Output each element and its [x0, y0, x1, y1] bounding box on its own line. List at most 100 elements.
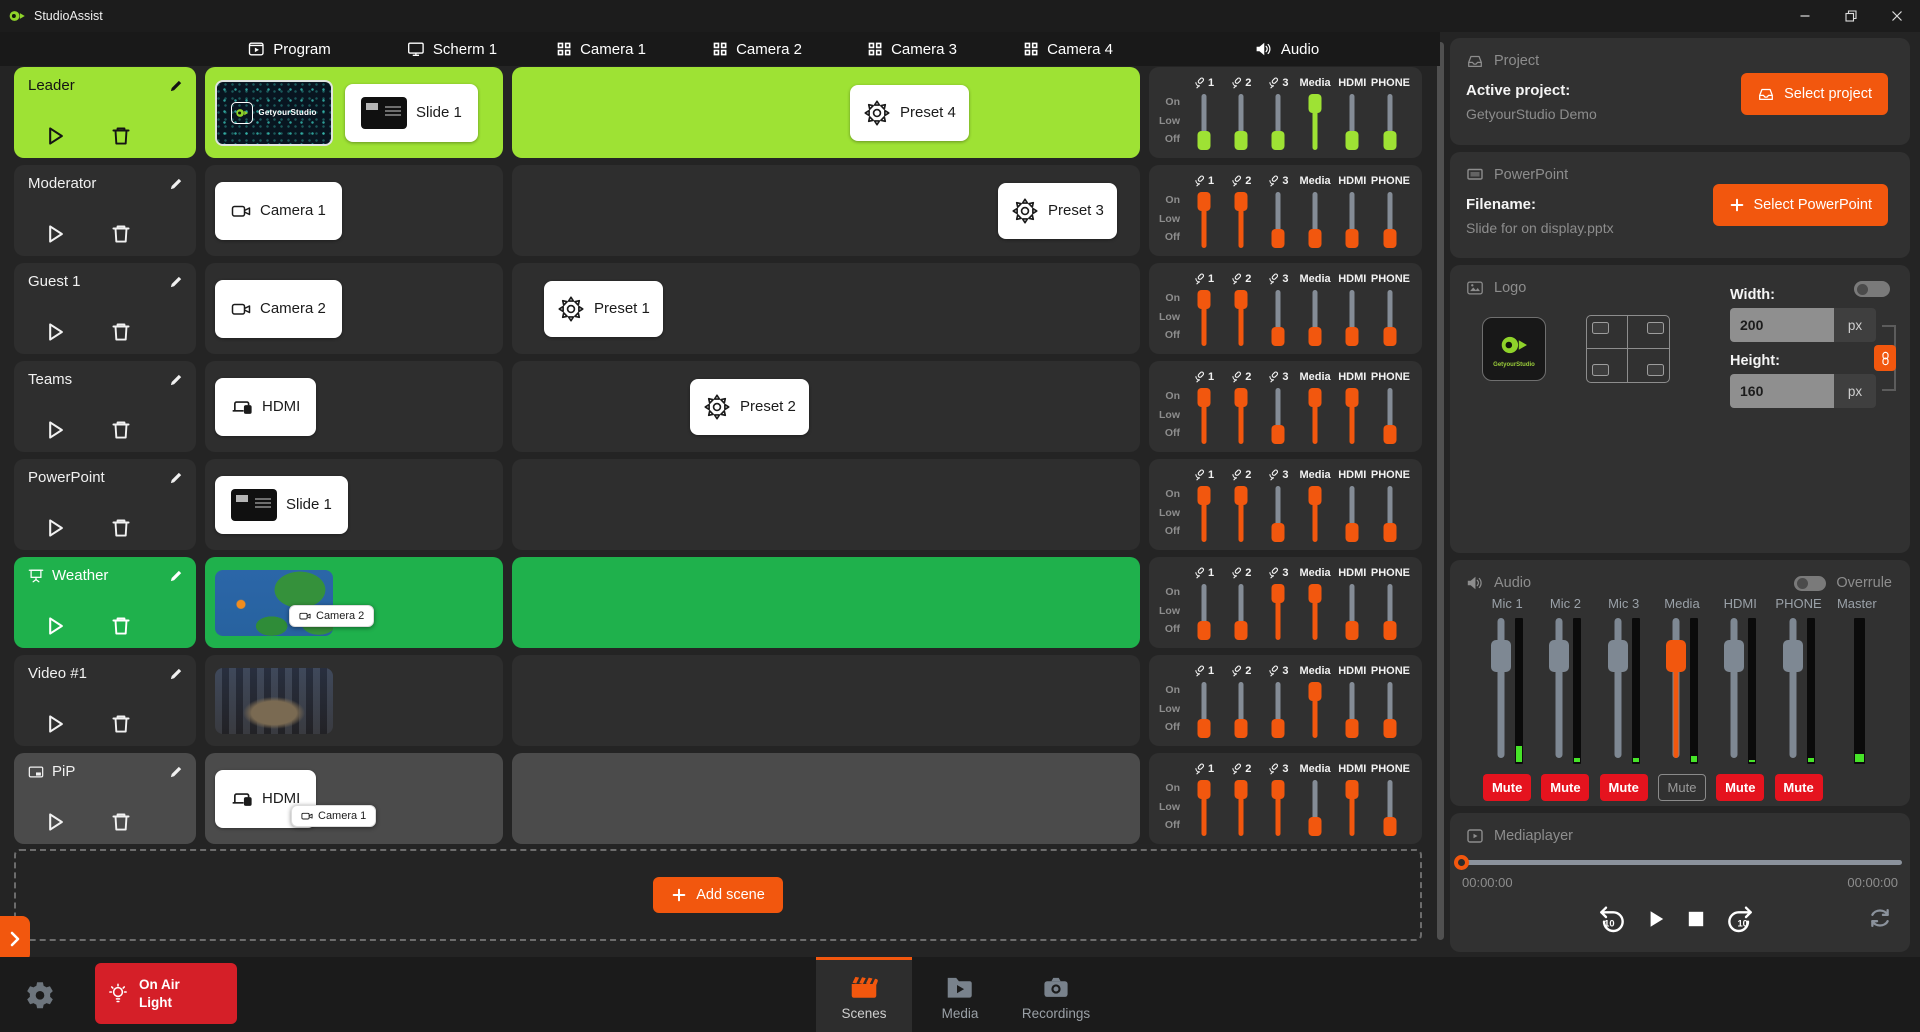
mini-fader-media[interactable]	[1308, 486, 1322, 542]
slide-card[interactable]: Slide 1	[215, 475, 348, 534]
close-button[interactable]	[1874, 0, 1920, 32]
preset-card[interactable]: Preset 1	[544, 280, 663, 337]
edit-icon[interactable]	[169, 568, 184, 583]
mini-fader-mic1[interactable]	[1197, 388, 1211, 444]
expand-panel-tab[interactable]	[0, 916, 30, 962]
play-scene-button[interactable]	[44, 125, 66, 147]
mini-fader-mic3[interactable]	[1271, 780, 1285, 836]
edit-icon[interactable]	[169, 764, 184, 779]
delete-scene-button[interactable]	[110, 223, 132, 245]
tab-scenes[interactable]: Scenes	[816, 957, 912, 1032]
select-powerpoint-button[interactable]: Select PowerPoint	[1712, 184, 1888, 226]
hdmi-card[interactable]: HDMI	[215, 377, 317, 436]
preset-card[interactable]: Preset 2	[690, 378, 809, 435]
mini-fader-phone[interactable]	[1383, 192, 1397, 248]
play-scene-button[interactable]	[44, 321, 66, 343]
mini-fader-hdmi[interactable]	[1345, 682, 1359, 738]
logo-position-picker[interactable]	[1586, 315, 1670, 383]
mini-fader-media[interactable]	[1308, 388, 1322, 444]
play-button[interactable]	[1644, 907, 1668, 931]
delete-scene-button[interactable]	[110, 615, 132, 637]
edit-icon[interactable]	[169, 274, 184, 289]
loop-button[interactable]	[1866, 905, 1894, 931]
forward-10-button[interactable]	[1724, 903, 1756, 935]
mini-fader-mic3[interactable]	[1271, 388, 1285, 444]
mini-fader-mic3[interactable]	[1271, 584, 1285, 640]
edit-icon[interactable]	[169, 176, 184, 191]
tab-scherm-1[interactable]: Scherm 1	[407, 32, 497, 66]
mini-fader-mic2[interactable]	[1234, 290, 1248, 346]
mini-fader-phone[interactable]	[1383, 388, 1397, 444]
mini-fader-mic1[interactable]	[1197, 584, 1211, 640]
mini-fader-mic1[interactable]	[1197, 94, 1211, 150]
play-scene-button[interactable]	[44, 811, 66, 833]
edit-icon[interactable]	[169, 666, 184, 681]
play-scene-button[interactable]	[44, 615, 66, 637]
mini-fader-mic2[interactable]	[1234, 94, 1248, 150]
tab-recordings[interactable]: Recordings	[1008, 957, 1104, 1032]
delete-scene-button[interactable]	[110, 419, 132, 441]
mini-fader-hdmi[interactable]	[1345, 290, 1359, 346]
mini-fader-media[interactable]	[1308, 290, 1322, 346]
tab-camera-1[interactable]: Camera 1	[556, 32, 646, 66]
mini-fader-phone[interactable]	[1383, 290, 1397, 346]
camera-card[interactable]: Camera 1	[215, 181, 342, 240]
mini-fader-phone[interactable]	[1383, 94, 1397, 150]
stop-button[interactable]	[1684, 907, 1708, 931]
aspect-link-button[interactable]	[1874, 345, 1896, 371]
mini-fader-phone[interactable]	[1383, 780, 1397, 836]
mini-fader-mic1[interactable]	[1197, 780, 1211, 836]
mini-fader-mic2[interactable]	[1234, 486, 1248, 542]
mini-fader-hdmi[interactable]	[1345, 584, 1359, 640]
mini-fader-media[interactable]	[1308, 682, 1322, 738]
delete-scene-button[interactable]	[110, 713, 132, 735]
mute-button[interactable]: Mute	[1599, 774, 1648, 801]
mini-fader-phone[interactable]	[1383, 486, 1397, 542]
mini-fader-mic1[interactable]	[1197, 486, 1211, 542]
logo-thumbnail[interactable]: GetyourStudio	[1482, 317, 1546, 381]
mini-fader-hdmi[interactable]	[1345, 192, 1359, 248]
delete-scene-button[interactable]	[110, 811, 132, 833]
scene-label-card[interactable]: PiP	[14, 753, 196, 844]
mini-fader-mic2[interactable]	[1234, 192, 1248, 248]
edit-icon[interactable]	[169, 372, 184, 387]
mixer-fader[interactable]	[1491, 618, 1512, 764]
mini-fader-media[interactable]	[1308, 192, 1322, 248]
slide-card[interactable]: Slide 1	[345, 83, 478, 142]
preset-card[interactable]: Preset 3	[998, 182, 1117, 239]
mini-fader-mic3[interactable]	[1271, 192, 1285, 248]
mini-fader-phone[interactable]	[1383, 584, 1397, 640]
position-bottom-right[interactable]	[1628, 349, 1669, 382]
tab-program[interactable]: Program	[247, 32, 331, 66]
play-scene-button[interactable]	[44, 223, 66, 245]
seek-bar[interactable]	[1454, 855, 1902, 870]
play-scene-button[interactable]	[44, 517, 66, 539]
preset-card[interactable]: Preset 4	[850, 84, 969, 141]
mini-fader-media[interactable]	[1308, 94, 1322, 150]
on-air-light-button[interactable]: On Air Light	[95, 963, 237, 1024]
tab-camera-4[interactable]: Camera 4	[1023, 32, 1113, 66]
scene-label-card[interactable]: Leader	[14, 67, 196, 158]
mini-fader-media[interactable]	[1308, 584, 1322, 640]
select-project-button[interactable]: Select project	[1741, 73, 1888, 115]
mini-fader-mic3[interactable]	[1271, 94, 1285, 150]
mute-button[interactable]: Mute	[1774, 774, 1823, 801]
position-top-left[interactable]	[1587, 316, 1628, 349]
logo-width-input[interactable]	[1730, 308, 1834, 342]
mini-fader-mic2[interactable]	[1234, 682, 1248, 738]
add-scene-button[interactable]: Add scene	[653, 877, 783, 913]
scene-label-card[interactable]: Video #1	[14, 655, 196, 746]
mini-fader-mic3[interactable]	[1271, 290, 1285, 346]
mute-button[interactable]: Mute	[1483, 774, 1532, 801]
position-top-right[interactable]	[1628, 316, 1669, 349]
scene-label-card[interactable]: Weather	[14, 557, 196, 648]
mute-button[interactable]: Mute	[1541, 774, 1590, 801]
mute-button[interactable]: Mute	[1657, 774, 1706, 801]
logo-toggle[interactable]	[1854, 281, 1890, 297]
scene-label-card[interactable]: PowerPoint	[14, 459, 196, 550]
mixer-fader[interactable]	[1549, 618, 1570, 764]
tab-camera-2[interactable]: Camera 2	[712, 32, 802, 66]
mute-button[interactable]: Mute	[1716, 774, 1765, 801]
mini-fader-mic1[interactable]	[1197, 290, 1211, 346]
mini-fader-hdmi[interactable]	[1345, 486, 1359, 542]
